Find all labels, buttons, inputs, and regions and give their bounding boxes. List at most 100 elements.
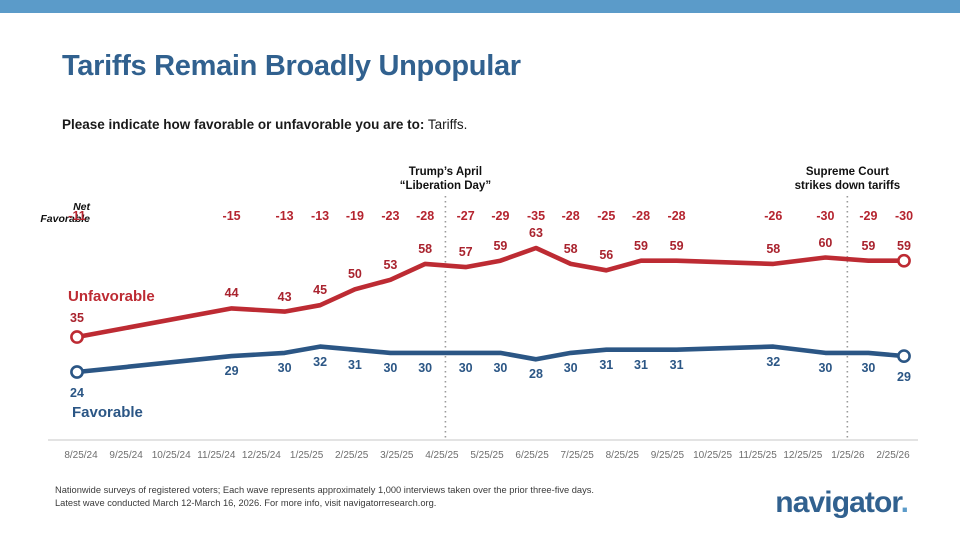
x-axis-tick-label: 12/25/24 — [241, 450, 281, 461]
net-favorable-label-line2: Favorable — [40, 213, 90, 226]
x-axis-tick-label: 11/25/24 — [197, 450, 236, 461]
x-axis-tick-label: 8/25/25 — [605, 450, 639, 461]
x-axis-tick-label: 2/25/25 — [335, 450, 369, 461]
chart-question: Please indicate how favorable or unfavor… — [62, 117, 467, 132]
unfavorable-data-label: 43 — [277, 289, 292, 304]
net-favorable-value: -11 — [68, 209, 86, 223]
net-favorable-value: -30 — [894, 209, 914, 223]
unfavorable-data-label: 57 — [458, 245, 473, 260]
top-accent-bar — [0, 0, 960, 13]
unfavorable-series-line — [74, 245, 907, 340]
footer-methodology-note: Nationwide surveys of registered voters;… — [55, 484, 594, 510]
unfavorable-data-label: 50 — [347, 267, 362, 282]
unfavorable-data-label: 58 — [766, 241, 781, 256]
net-favorable-value: -23 — [381, 209, 400, 223]
x-axis-tick-label: 6/25/25 — [515, 450, 549, 461]
favorable-data-label: 30 — [458, 360, 473, 375]
page-title: Tariffs Remain Broadly Unpopular — [62, 50, 521, 82]
x-axis-tick-label: 1/25/25 — [289, 450, 324, 461]
favorable-data-label: 31 — [347, 357, 362, 372]
series-label-unfavorable: Unfavorable — [68, 288, 155, 305]
favorable-series-line — [74, 344, 907, 375]
footer-line-2: Latest wave conducted March 12-March 16,… — [55, 498, 437, 509]
net-favorable-value: -28 — [631, 209, 651, 223]
unfavorable-data-label: 59 — [634, 238, 648, 253]
net-favorable-row-label: Net Favorable — [30, 201, 90, 225]
favorable-data-label: 31 — [669, 357, 684, 372]
favorable-end-marker — [897, 349, 911, 364]
favorable-data-label: 29 — [224, 364, 239, 379]
favorable-start-marker — [70, 365, 84, 379]
x-axis-tick-label: 5/25/25 — [470, 450, 504, 461]
event-guide-lines — [444, 196, 849, 441]
favorable-data-label: 31 — [599, 357, 614, 372]
x-axis-tick-label: 10/25/25 — [693, 450, 733, 461]
unfavorable-data-label: 58 — [418, 241, 433, 256]
net-favorable-value: -28 — [667, 209, 686, 223]
favorable-data-label: 32 — [766, 354, 781, 369]
net-favorable-value: -27 — [456, 209, 475, 223]
favorable-data-label: 30 — [861, 360, 876, 375]
unfavorable-data-label: 58 — [563, 241, 578, 256]
unfavorable-data-label: 44 — [224, 286, 239, 301]
unfavorable-data-label: 56 — [599, 248, 614, 263]
x-axis-tick-label: 4/25/25 — [425, 450, 459, 461]
question-prompt: Please indicate how favorable or unfavor… — [62, 117, 425, 132]
net-favorable-value: -35 — [526, 209, 546, 223]
net-favorable-value: -15 — [222, 209, 241, 223]
annotation-line-1: Trump’s April — [408, 166, 483, 178]
x-axis-tick-label: 2/25/26 — [876, 450, 910, 461]
net-favorable-value: -19 — [345, 209, 364, 223]
favorable-data-label: 29 — [897, 370, 911, 385]
navigator-logo: navigator. — [775, 486, 909, 520]
net-favorable-value: -26 — [764, 209, 783, 223]
net-favorable-value: -29 — [859, 209, 878, 223]
annotation-liberation-day: Trump’s April “Liberation Day” — [400, 166, 491, 194]
x-axis-tick-label: 9/25/25 — [650, 450, 685, 461]
net-favorable-value: -30 — [816, 209, 835, 223]
unfavorable-data-label: 59 — [669, 238, 684, 253]
net-favorable-value: -28 — [416, 209, 435, 223]
unfavorable-data-label: 59 — [897, 238, 911, 253]
x-axis-tick-label: 7/25/25 — [560, 450, 594, 461]
unfavorable-data-label: 60 — [818, 235, 833, 250]
favorable-data-label: 30 — [493, 360, 508, 375]
annotation-line-2: “Liberation Day” — [399, 179, 492, 192]
footer-line-1: Nationwide surveys of registered voters;… — [55, 485, 594, 495]
unfavorable-data-label: 35 — [70, 311, 84, 325]
favorable-data-label: 30 — [563, 360, 578, 375]
net-favorable-value: -29 — [491, 209, 510, 223]
favorable-data-label: 24 — [70, 386, 84, 400]
x-axis-tick-label: 9/25/24 — [109, 450, 143, 461]
favorable-data-label: 31 — [634, 357, 648, 372]
unfavorable-data-label: 63 — [529, 226, 543, 240]
net-favorable-label-line1: Net — [73, 201, 90, 213]
favorable-data-label: 30 — [818, 360, 833, 375]
x-axis-tick-label: 3/25/25 — [380, 450, 414, 461]
x-axis-tick-label: 12/25/25 — [783, 450, 823, 461]
net-favorable-value: -25 — [597, 209, 616, 223]
unfavorable-data-label: 45 — [313, 283, 328, 298]
annotation-line-2: strikes down tariffs — [794, 179, 901, 192]
net-favorable-value: -28 — [561, 209, 580, 223]
favorable-data-label: 30 — [277, 360, 292, 375]
favorable-data-label: 30 — [383, 360, 398, 375]
unfavorable-data-label: 59 — [493, 238, 508, 253]
unfavorable-start-marker — [70, 330, 84, 344]
favorable-data-label: 30 — [418, 360, 433, 375]
x-axis-tick-label: 8/25/24 — [64, 450, 98, 461]
favorable-data-label: 32 — [313, 354, 328, 369]
logo-wordmark: navigator — [775, 486, 901, 519]
logo-dot: . — [900, 486, 909, 519]
question-topic: Tariffs. — [427, 117, 468, 132]
unfavorable-end-marker — [897, 253, 911, 268]
net-favorable-value: -13 — [311, 209, 330, 223]
series-label-favorable: Favorable — [72, 404, 143, 421]
unfavorable-data-label: 59 — [861, 238, 876, 253]
unfavorable-data-label: 53 — [383, 257, 398, 272]
net-favorable-value: -13 — [275, 209, 294, 223]
annotation-supreme-court: Supreme Court strikes down tariffs — [795, 166, 900, 194]
